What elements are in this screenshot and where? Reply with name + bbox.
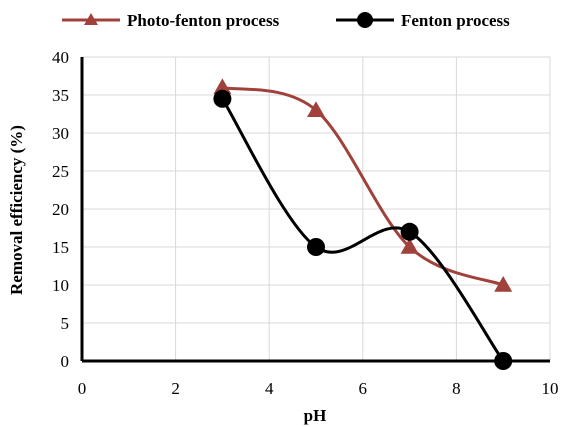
x-tick-label: 0 bbox=[78, 379, 87, 398]
y-tick-label: 20 bbox=[52, 200, 69, 219]
y-tick-label: 5 bbox=[61, 314, 70, 333]
data-point-triangle bbox=[213, 78, 232, 95]
tick-labels: 0 5 10 15 20 25 30 35 40 0 2 4 6 8 10 bbox=[52, 48, 559, 398]
data-point-triangle bbox=[307, 101, 325, 117]
y-tick-label: 40 bbox=[52, 48, 69, 67]
y-tick-label: 10 bbox=[52, 276, 69, 295]
x-tick-label: 8 bbox=[452, 379, 461, 398]
data-point-triangle bbox=[494, 276, 513, 292]
axes bbox=[80, 57, 550, 363]
data-point-circle bbox=[307, 238, 325, 256]
x-tick-label: 4 bbox=[265, 379, 274, 398]
legend-swatch-marker-photo-fenton bbox=[84, 13, 98, 25]
x-tick-label: 10 bbox=[542, 379, 559, 398]
series-fenton bbox=[213, 89, 513, 370]
series-line bbox=[222, 85, 504, 287]
y-tick-label: 35 bbox=[52, 86, 69, 105]
series-group bbox=[213, 78, 513, 370]
legend-entry-fenton: Fenton process bbox=[336, 11, 510, 30]
data-point-circle bbox=[213, 89, 232, 108]
legend-label-photo-fenton: Photo-fenton process bbox=[127, 11, 280, 30]
legend-swatch-marker-fenton bbox=[357, 12, 373, 28]
legend-label-fenton: Fenton process bbox=[401, 11, 510, 30]
data-point-circle bbox=[400, 222, 419, 241]
y-tick-label: 25 bbox=[52, 162, 69, 181]
x-tick-label: 6 bbox=[359, 379, 368, 398]
series-line bbox=[221, 97, 505, 362]
data-point-circle bbox=[494, 352, 513, 370]
y-tick-label: 0 bbox=[61, 352, 70, 371]
legend: Photo-fenton process Fenton process bbox=[62, 11, 510, 30]
data-point-triangle bbox=[400, 238, 419, 254]
y-tick-label: 15 bbox=[52, 238, 69, 257]
y-axis-title: Removal efficiency (%) bbox=[7, 125, 26, 295]
x-tick-label: 2 bbox=[171, 379, 180, 398]
series-photo-fenton bbox=[213, 78, 513, 292]
y-tick-label: 30 bbox=[52, 124, 69, 143]
x-axis-title: pH bbox=[304, 406, 327, 425]
legend-entry-photo-fenton: Photo-fenton process bbox=[62, 11, 280, 30]
